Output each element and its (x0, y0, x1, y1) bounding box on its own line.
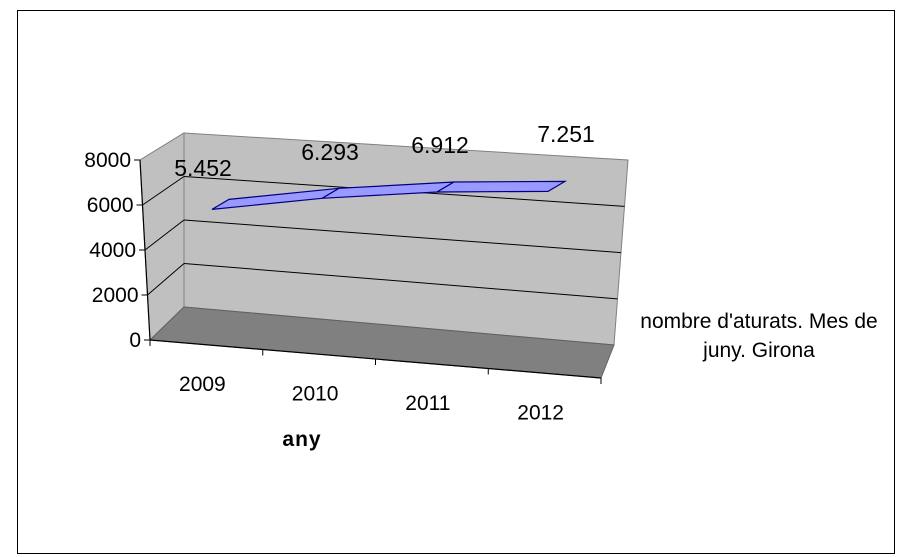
x-tick-label: 2011 (405, 392, 450, 415)
x-tick-label: 2012 (517, 401, 564, 424)
y-tick-label: 0 (129, 329, 141, 352)
gridline (183, 219, 622, 254)
gridline-side (147, 263, 185, 296)
legend-entry: nombre d'aturats. Mes de juny. Girona (640, 310, 878, 362)
data-label: 7.251 (537, 121, 595, 147)
line-segment (434, 180, 568, 193)
data-label: 6.293 (301, 139, 359, 165)
y-tick-label: 8000 (84, 149, 131, 172)
x-axis-title: any (282, 428, 321, 451)
y-tick-label: 6000 (87, 194, 134, 217)
y-tick-label: 2000 (92, 284, 139, 307)
x-tick-label: 2010 (292, 382, 339, 405)
data-label: 6.912 (411, 132, 469, 158)
x-tick-label: 2009 (179, 373, 226, 396)
data-label: 5.452 (174, 155, 232, 181)
y-tick-label: 4000 (89, 239, 136, 262)
gridline-side (142, 176, 185, 206)
gridline-side (144, 219, 185, 251)
gridline (183, 263, 618, 300)
